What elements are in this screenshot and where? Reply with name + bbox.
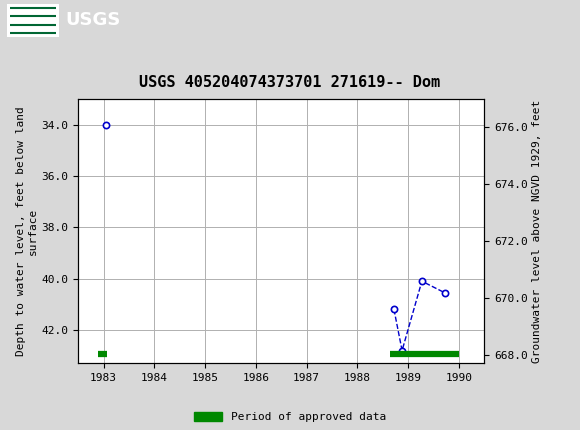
Text: USGS: USGS (65, 12, 120, 29)
Text: USGS 405204074373701 271619-- Dom: USGS 405204074373701 271619-- Dom (139, 75, 441, 90)
Legend: Period of approved data: Period of approved data (194, 412, 386, 422)
Y-axis label: Depth to water level, feet below land
surface: Depth to water level, feet below land su… (16, 106, 38, 356)
FancyBboxPatch shape (7, 4, 59, 37)
Y-axis label: Groundwater level above NGVD 1929, feet: Groundwater level above NGVD 1929, feet (532, 99, 542, 363)
